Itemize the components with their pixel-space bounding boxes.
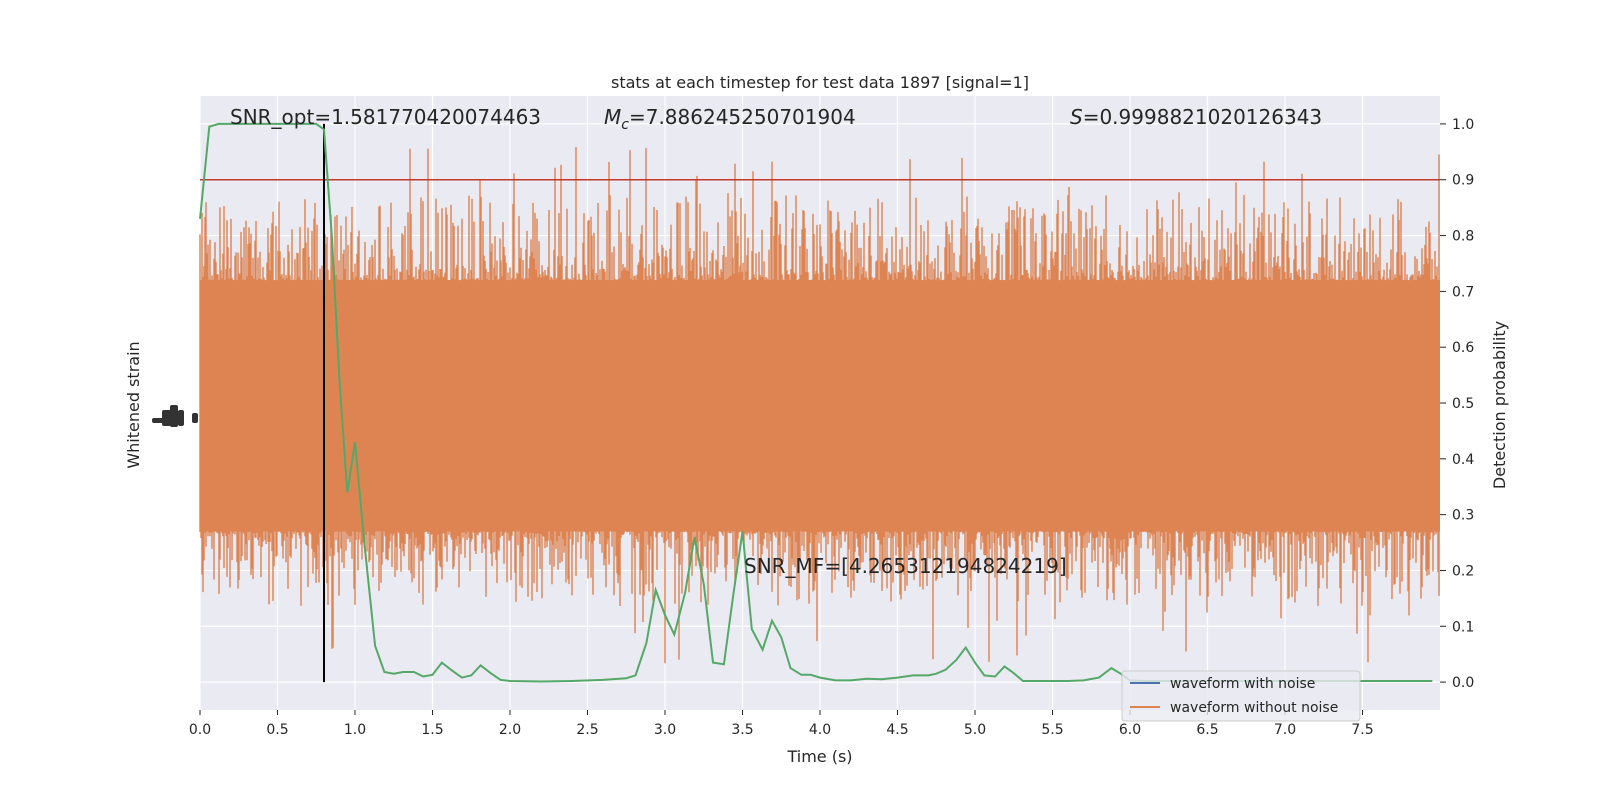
y-right-tick-label-2: 0.2 (1452, 563, 1474, 579)
x-axis-ticks: 0.0 0.5 1.0 1.5 2.0 2.5 3.0 3.5 4.0 4.5 5.0 5.5 6.0 6… (189, 710, 1374, 738)
left-tick-stub-3 (178, 410, 184, 426)
s-annotation: S=0.9998821020126343 (1070, 105, 1322, 129)
x-tick-label-2: 1.0 (344, 722, 366, 738)
y-right-tick-label-5: 0.5 (1452, 396, 1474, 412)
y-left-axis-label: Whitened strain (124, 341, 143, 468)
x-tick-label-6: 3.0 (654, 722, 676, 738)
left-tick-stub-2 (170, 405, 178, 427)
snr-opt-annotation: SNR_opt=1.581770420074463 (230, 105, 541, 129)
y-right-axis-ticks: 0.0 0.1 0.2 0.3 0.4 0.5 0.6 0.7 0.8 0.9 1.0 (1440, 117, 1474, 691)
y-right-tick-label-6: 0.6 (1452, 340, 1474, 356)
left-tick-stub-4 (192, 413, 198, 423)
y-right-axis-label: Detection probability (1490, 321, 1509, 489)
x-tick-label-9: 4.5 (886, 722, 908, 738)
x-tick-label-7: 3.5 (731, 722, 753, 738)
legend-label-waveform-without-noise: waveform without noise (1170, 700, 1338, 716)
snr-mf-annotation: SNR_MF=[4.265312194824219] (744, 554, 1067, 578)
chart-title: stats at each timestep for test data 189… (611, 73, 1029, 92)
legend-box (1121, 670, 1361, 722)
x-tick-label-11: 5.5 (1041, 722, 1063, 738)
x-tick-label-4: 2.0 (499, 722, 521, 738)
y-right-tick-label-1: 0.1 (1452, 619, 1474, 635)
x-tick-label-3: 1.5 (421, 722, 443, 738)
y-right-tick-label-4: 0.4 (1452, 452, 1474, 468)
x-tick-label-5: 2.5 (576, 722, 598, 738)
x-tick-label-10: 5.0 (964, 722, 986, 738)
x-axis-label: Time (s) (786, 747, 852, 766)
x-tick-label-12: 6.0 (1119, 722, 1141, 738)
y-right-tick-label-3: 0.3 (1452, 508, 1474, 524)
x-tick-label-15: 7.5 (1351, 722, 1373, 738)
noise-spikes (199, 147, 1440, 664)
chirp-mass-annotation: Mc=7.886245250701904 (604, 105, 856, 133)
waveform-without-noise-trace (199, 147, 1440, 664)
left-axis-tick-labels-overlapping (152, 405, 198, 427)
x-tick-label-14: 7.0 (1274, 722, 1296, 738)
legend: waveform with noise waveform without noi… (1121, 670, 1361, 722)
x-tick-label-0: 0.0 (189, 722, 211, 738)
x-tick-label-8: 4.0 (809, 722, 831, 738)
y-right-tick-label-10: 1.0 (1452, 117, 1474, 133)
y-right-tick-label-7: 0.7 (1452, 284, 1474, 300)
y-right-tick-label-8: 0.8 (1452, 229, 1474, 245)
y-right-tick-label-9: 0.9 (1452, 173, 1474, 189)
left-tick-stub-1 (162, 410, 172, 426)
legend-label-waveform-with-noise: waveform with noise (1170, 676, 1315, 692)
y-right-tick-label-0: 0.0 (1452, 675, 1474, 691)
x-tick-label-13: 6.5 (1196, 722, 1218, 738)
x-tick-label-1: 0.5 (266, 722, 288, 738)
